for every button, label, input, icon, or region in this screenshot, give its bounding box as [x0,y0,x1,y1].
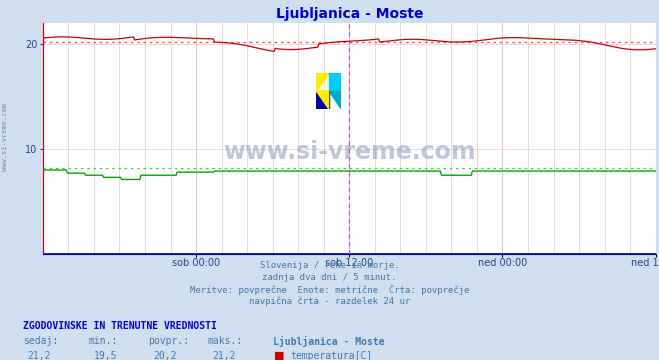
Text: www.si-vreme.com: www.si-vreme.com [2,103,9,171]
Text: 19,5: 19,5 [94,351,117,360]
Polygon shape [316,91,329,109]
Polygon shape [316,91,329,109]
Text: www.si-vreme.com: www.si-vreme.com [223,140,476,165]
Text: povpr.:: povpr.: [148,336,189,346]
Text: Meritve: povprečne  Enote: metrične  Črta: povprečje: Meritve: povprečne Enote: metrične Črta:… [190,285,469,295]
Text: Slovenija / reke in morje.: Slovenija / reke in morje. [260,261,399,270]
Text: 21,2: 21,2 [28,351,51,360]
Polygon shape [329,91,341,109]
Title: Ljubljanica - Moste: Ljubljanica - Moste [275,7,423,21]
Polygon shape [316,73,329,91]
Polygon shape [329,73,341,91]
Text: navpična črta - razdelek 24 ur: navpična črta - razdelek 24 ur [249,297,410,306]
Text: Ljubljanica - Moste: Ljubljanica - Moste [273,336,385,347]
Text: temperatura[C]: temperatura[C] [290,351,372,360]
Text: zadnja dva dni / 5 minut.: zadnja dva dni / 5 minut. [262,273,397,282]
Text: min.:: min.: [89,336,119,346]
Text: maks.:: maks.: [208,336,243,346]
Text: 21,2: 21,2 [212,351,236,360]
Text: 20,2: 20,2 [153,351,177,360]
Text: sedaj:: sedaj: [23,336,58,346]
Text: ■: ■ [273,351,284,360]
Text: ZGODOVINSKE IN TRENUTNE VREDNOSTI: ZGODOVINSKE IN TRENUTNE VREDNOSTI [23,321,217,331]
